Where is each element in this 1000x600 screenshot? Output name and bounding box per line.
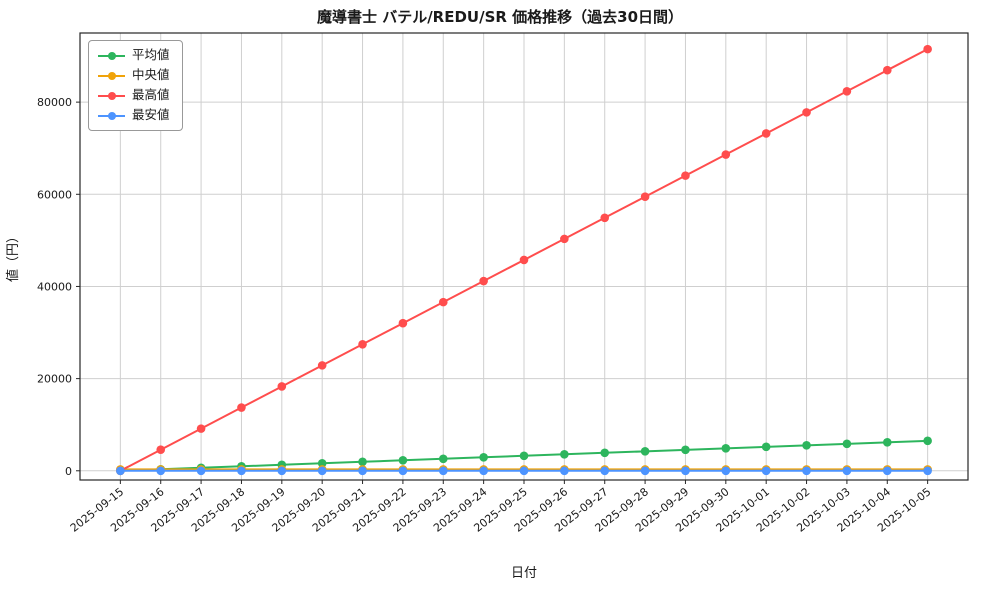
series-point-min — [761, 466, 771, 476]
legend-marker-median — [98, 71, 125, 81]
series-point-min — [398, 466, 408, 476]
series-point-avg — [317, 458, 327, 468]
series-point-min — [721, 466, 731, 476]
series-point-avg — [842, 439, 852, 449]
legend-item-min: 最安値 — [98, 108, 170, 123]
legend: 平均値中央値最高値最安値 — [88, 40, 183, 131]
series-point-avg — [802, 441, 811, 450]
series-point-avg — [721, 444, 731, 453]
series-point-avg — [640, 447, 650, 456]
legend-label-max: 最高値 — [132, 87, 170, 103]
series-point-min — [802, 466, 811, 476]
y-tick-label: 80000 — [37, 96, 72, 109]
legend-label-min: 最安値 — [132, 107, 170, 123]
series-point-min — [842, 466, 852, 476]
series-point-max — [761, 129, 771, 138]
series-point-min — [438, 466, 448, 476]
series-point-max — [519, 255, 529, 265]
series-point-max — [802, 108, 811, 117]
series-point-min — [358, 466, 367, 476]
series-point-avg — [398, 455, 408, 465]
y-tick-label: 60000 — [37, 188, 72, 201]
legend-label-avg: 平均値 — [132, 47, 170, 63]
legend-item-avg: 平均値 — [98, 48, 170, 63]
series-point-avg — [358, 457, 367, 467]
series-point-max — [156, 445, 166, 455]
series-point-max — [358, 339, 367, 349]
series-point-max — [398, 318, 408, 328]
y-tick-label: 40000 — [37, 280, 72, 293]
series-point-avg — [681, 445, 690, 455]
series-point-min — [479, 466, 488, 476]
y-tick-label: 20000 — [37, 373, 72, 386]
legend-marker-min — [98, 111, 125, 121]
series-point-min — [681, 466, 690, 476]
chart-title: 魔導書士 バテル/REDU/SR 価格推移（過去30日間） — [317, 8, 683, 26]
series-point-min — [277, 466, 287, 476]
series-point-min — [317, 466, 327, 476]
legend-item-max: 最高値 — [98, 88, 170, 103]
series-point-max — [721, 150, 731, 159]
series-point-min — [237, 466, 246, 476]
series-point-avg — [560, 450, 569, 459]
series-point-min — [519, 466, 529, 476]
series-point-avg — [923, 436, 932, 446]
x-axis-label: 日付 — [511, 566, 537, 581]
series-point-min — [196, 466, 206, 476]
series-point-max — [479, 276, 488, 286]
series-point-avg — [438, 454, 448, 464]
series-point-max — [923, 44, 932, 54]
series-point-min — [156, 466, 166, 476]
series-point-avg — [600, 448, 610, 458]
series-point-max — [842, 86, 852, 96]
series-point-max — [196, 424, 206, 433]
series-point-avg — [519, 451, 529, 461]
series-point-max — [277, 382, 287, 391]
legend-item-median: 中央値 — [98, 68, 170, 83]
series-min — [116, 466, 932, 476]
series-point-max — [600, 213, 610, 223]
series-point-max — [882, 65, 892, 75]
series-point-max — [560, 234, 569, 244]
series-point-min — [116, 466, 125, 476]
series-point-max — [640, 192, 650, 202]
series-point-min — [600, 466, 610, 476]
series-point-max — [438, 297, 448, 307]
series-point-min — [882, 466, 892, 476]
series-avg — [116, 436, 932, 476]
legend-marker-max — [98, 91, 125, 101]
series-max — [116, 44, 932, 476]
series-point-max — [681, 171, 690, 180]
series-point-avg — [761, 442, 771, 452]
y-tick-label: 0 — [65, 465, 72, 478]
y-axis-label: 値（円） — [5, 230, 21, 282]
legend-marker-avg — [98, 51, 125, 61]
series-point-min — [640, 466, 650, 476]
series-point-min — [560, 466, 569, 476]
series-point-max — [237, 403, 246, 412]
series-point-min — [923, 466, 932, 476]
series-point-avg — [882, 438, 892, 447]
series-point-max — [317, 361, 327, 370]
series-point-avg — [479, 453, 488, 462]
legend-label-median: 中央値 — [132, 67, 170, 83]
